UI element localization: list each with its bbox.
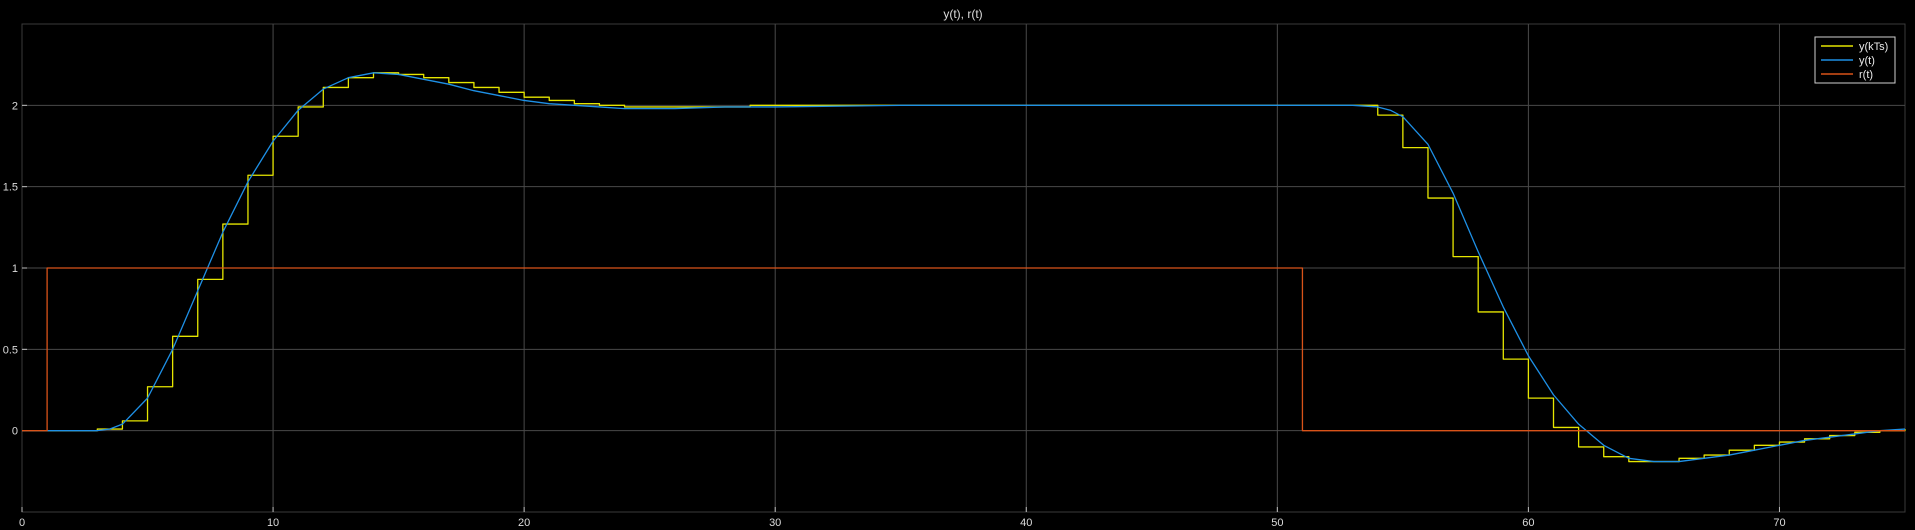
series-layer (22, 72, 1906, 463)
y-axis-ticks: 0 0.5 1 1.5 2 (3, 100, 27, 438)
x-axis-ticks: 0 10 20 30 40 50 60 70 (19, 507, 1786, 529)
series-line-y-t (22, 72, 1906, 463)
x-tick-label: 30 (769, 517, 781, 529)
y-tick-label: 1 (12, 263, 18, 275)
x-tick-label: 50 (1271, 517, 1283, 529)
legend-label: y(kTs) (1859, 41, 1888, 53)
legend-label: r(t) (1859, 69, 1873, 81)
x-tick-label: 60 (1522, 517, 1534, 529)
chart-title: y(t), r(t) (943, 7, 982, 21)
legend-label: y(t) (1859, 55, 1875, 67)
x-tick-label: 0 (19, 517, 25, 529)
x-tick-label: 20 (518, 517, 530, 529)
y-tick-label: 2 (12, 100, 18, 112)
series-line-r-t (22, 267, 1905, 432)
x-tick-label: 10 (267, 517, 279, 529)
y-tick-label: 0 (12, 426, 18, 438)
legend: y(kTs) y(t) r(t) (1814, 36, 1896, 84)
x-tick-label: 40 (1020, 517, 1032, 529)
y-tick-label: 0.5 (3, 344, 18, 356)
y-tick-label: 1.5 (3, 182, 18, 194)
x-tick-label: 70 (1773, 517, 1785, 529)
